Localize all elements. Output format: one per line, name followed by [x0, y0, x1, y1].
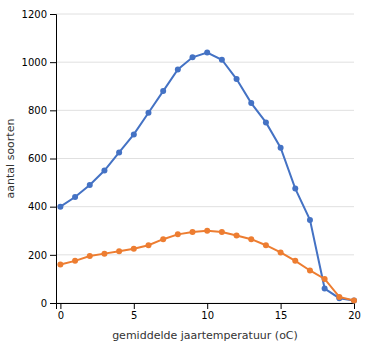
point	[292, 258, 298, 264]
x-tick: 10	[201, 303, 214, 321]
x-tick-mark	[60, 303, 61, 309]
point	[87, 253, 93, 259]
y-axis-line	[50, 15, 57, 304]
series-line	[60, 231, 354, 301]
point	[322, 276, 328, 282]
point	[234, 233, 240, 239]
plot: 05101520020040060080010001200	[22, 9, 361, 321]
point	[263, 119, 269, 125]
point	[116, 149, 122, 155]
y-tick-mark	[50, 14, 56, 15]
y-tick: 1000	[22, 57, 56, 68]
point	[219, 57, 225, 63]
point	[57, 261, 63, 267]
point	[278, 249, 284, 255]
grid	[56, 14, 354, 303]
y-tick: 0	[41, 298, 56, 309]
y-tick-label: 200	[28, 250, 47, 261]
point	[101, 168, 107, 174]
point	[175, 231, 181, 237]
x-tick-label: 0	[58, 310, 64, 321]
point	[160, 88, 166, 94]
y-tick-mark	[50, 159, 56, 160]
y-tick: 400	[28, 201, 56, 212]
y-tick: 800	[28, 105, 56, 116]
y-axis-title: aantal soorten	[4, 119, 17, 199]
point	[219, 229, 225, 235]
grid-line	[56, 110, 354, 111]
y-tick-label: 1000	[22, 57, 47, 68]
x-axis: 0 5 10 15 20	[57, 303, 361, 321]
point	[160, 236, 166, 242]
point	[145, 110, 151, 116]
x-tick: 20	[348, 303, 361, 321]
point	[322, 286, 328, 292]
point	[175, 66, 181, 72]
point	[248, 100, 254, 106]
point	[278, 145, 284, 151]
point	[204, 228, 210, 234]
y-tick-mark	[50, 303, 56, 304]
point	[234, 76, 240, 82]
x-tick: 5	[131, 303, 137, 321]
y-tick-label: 800	[28, 105, 47, 116]
x-tick-label: 10	[201, 310, 214, 321]
point	[131, 246, 137, 252]
point	[292, 186, 298, 192]
y-tick-mark	[50, 62, 56, 63]
y-tick-mark	[50, 255, 56, 256]
grid-line	[56, 62, 354, 63]
series-line	[60, 53, 354, 301]
chart: 05101520020040060080010001200gemiddelde …	[0, 0, 370, 347]
point	[72, 258, 78, 264]
y-tick-mark	[50, 207, 56, 208]
x-tick-label: 15	[275, 310, 288, 321]
point	[204, 50, 210, 56]
x-tick-label: 20	[348, 310, 361, 321]
x-tick-mark	[134, 303, 135, 309]
point	[87, 182, 93, 188]
point	[263, 242, 269, 248]
y-tick-label: 600	[28, 153, 47, 164]
x-tick-mark	[354, 303, 355, 309]
x-tick-label: 5	[131, 310, 137, 321]
x-tick: 15	[275, 303, 288, 321]
grid-line	[56, 206, 354, 207]
point	[351, 298, 357, 304]
point	[116, 248, 122, 254]
y-tick-label: 1200	[22, 9, 47, 20]
x-tick-mark	[281, 303, 282, 309]
point	[248, 236, 254, 242]
y-tick-label: 400	[28, 201, 47, 212]
point	[190, 54, 196, 60]
x-tick-mark	[207, 303, 208, 309]
point	[307, 217, 313, 223]
y-tick-label: 0	[41, 298, 47, 309]
point	[57, 204, 63, 210]
series	[57, 50, 357, 304]
x-axis-title: gemiddelde jaartemperatuur (oC)	[112, 329, 298, 342]
x-axis-line	[57, 304, 355, 310]
point	[336, 294, 342, 300]
series	[57, 228, 357, 304]
y-tick: 200	[28, 250, 56, 261]
point	[307, 267, 313, 273]
y-tick: 1200	[22, 9, 56, 20]
marks	[57, 50, 357, 304]
grid-line	[56, 14, 354, 15]
point	[190, 229, 196, 235]
x-tick: 0	[58, 303, 64, 321]
point	[351, 298, 357, 304]
point	[131, 131, 137, 137]
point	[72, 194, 78, 200]
point	[145, 242, 151, 248]
y-tick: 600	[28, 153, 56, 164]
y-tick-mark	[50, 110, 56, 111]
grid-line	[56, 158, 354, 159]
point	[101, 251, 107, 257]
y-axis: 0 200 400 600 800 1000 1200	[22, 9, 57, 309]
